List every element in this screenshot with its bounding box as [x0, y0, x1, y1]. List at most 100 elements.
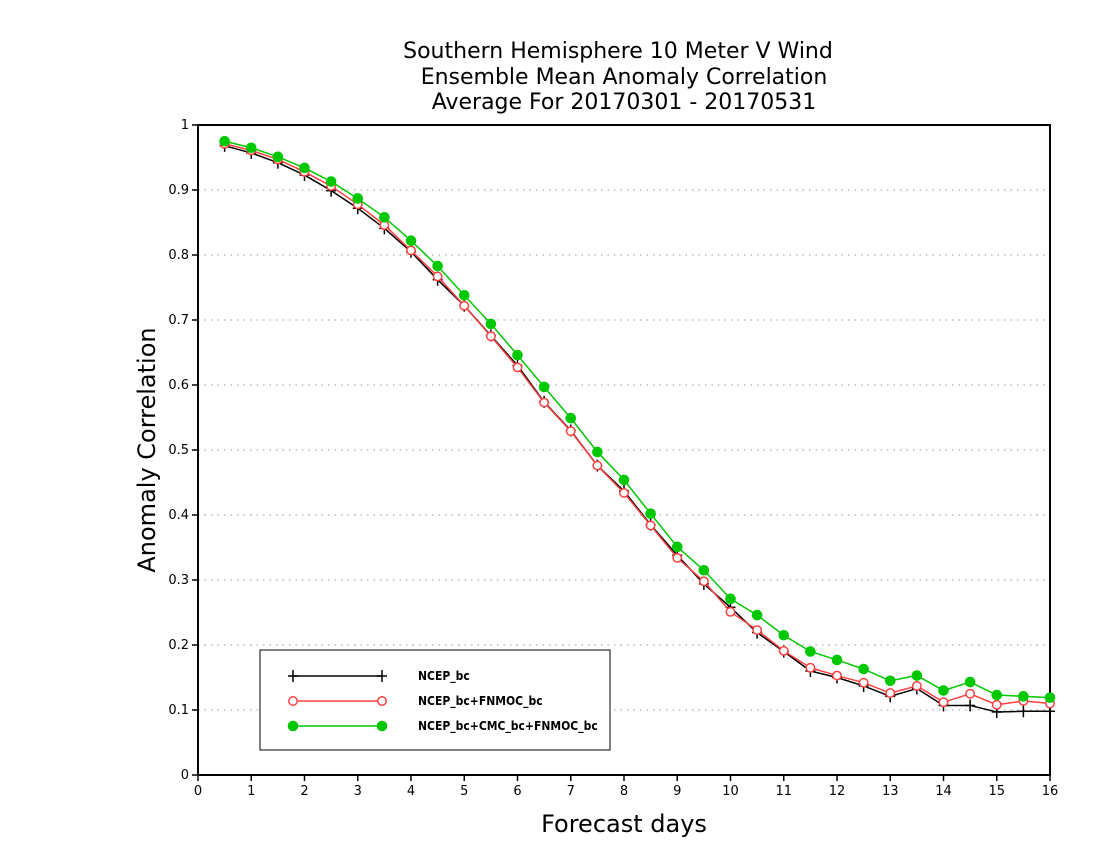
x-tick-label-1: 1 — [247, 784, 255, 799]
y-tick-label-9: 0.9 — [168, 183, 189, 198]
y-axis-label: Anomaly Correlation — [133, 327, 161, 572]
series-2-point-24 — [858, 663, 869, 675]
x-tick-label-12: 12 — [829, 784, 846, 799]
series-2-point-2 — [272, 151, 284, 163]
chart-title-line-2: Ensemble Mean Anomaly Correlation — [421, 65, 828, 90]
series-1-point-26 — [911, 681, 922, 691]
series-1-point-13 — [565, 426, 576, 437]
y-tick-label-10: 1 — [181, 118, 189, 133]
series-1-point-8 — [432, 271, 443, 282]
x-tick-label-16: 16 — [1042, 784, 1059, 799]
x-tick-label-2: 2 — [300, 784, 308, 799]
chart-title-line-3: Average For 20170301 - 20170531 — [432, 90, 817, 115]
series-1-point-17 — [672, 552, 683, 563]
series-2-point-30 — [1018, 691, 1029, 702]
x-tick-label-15: 15 — [988, 784, 1005, 799]
series-2-point-26 — [911, 670, 923, 681]
series-2-point-13 — [565, 412, 577, 424]
grid-lines — [198, 189, 1050, 711]
series-2-point-31 — [1044, 692, 1056, 703]
legend-entry-2: NCEP_bc+CMC_bc+FNMOC_bc — [287, 719, 598, 734]
legend-label-2: NCEP_bc+CMC_bc+FNMOC_bc — [418, 719, 598, 734]
series-0 — [219, 139, 1055, 718]
series-2-point-4 — [325, 176, 337, 187]
series-2-point-10 — [485, 318, 497, 330]
series-2 — [219, 135, 1056, 703]
series-1-point-16 — [645, 520, 656, 531]
series-2-point-9 — [458, 290, 470, 301]
y-tick-label-7: 0.7 — [168, 313, 189, 328]
x-tick-label-8: 8 — [620, 784, 628, 799]
y-tick-label-6: 0.6 — [168, 378, 189, 393]
x-tick-label-6: 6 — [513, 784, 521, 799]
legend-label-1: NCEP_bc+FNMOC_bc — [418, 694, 543, 709]
series-1-point-27 — [938, 697, 949, 708]
series-1-point-10 — [485, 331, 496, 342]
series-2-point-15 — [618, 474, 630, 486]
legend-entry-0: NCEP_bc — [288, 669, 470, 684]
series-1-point-28 — [965, 688, 976, 699]
series-2-point-23 — [831, 654, 843, 666]
series-1-point-24 — [858, 677, 869, 688]
y-tick-label-8: 0.8 — [168, 248, 189, 263]
y-tick-label-4: 0.4 — [168, 508, 189, 523]
legend-marker-right-2 — [376, 720, 388, 732]
series-2-point-11 — [512, 349, 523, 361]
series-1-point-14 — [592, 460, 603, 471]
x-tick-label-0: 0 — [194, 784, 202, 799]
legend-marker-left-1 — [288, 696, 298, 706]
legend-entry-1: NCEP_bc+FNMOC_bc — [288, 694, 543, 709]
series-1-point-7 — [406, 245, 416, 256]
legend-marker-right-0 — [377, 670, 387, 682]
series-2-point-25 — [884, 675, 896, 687]
series-1-point-18 — [698, 576, 709, 587]
series-2-point-6 — [379, 212, 390, 223]
x-tick-label-4: 4 — [407, 784, 415, 799]
series-2-point-29 — [991, 689, 1003, 701]
series-1-point-29 — [991, 699, 1002, 710]
series-1-point-22 — [805, 662, 816, 673]
series-1-point-12 — [539, 397, 550, 408]
series-2-point-28 — [964, 676, 976, 688]
series-1-point-25 — [885, 688, 896, 699]
series-2-point-7 — [405, 235, 417, 246]
series-2-point-21 — [778, 629, 790, 641]
series-2-point-18 — [698, 564, 710, 576]
legend: NCEP_bc NCEP_bc+FNMOC_bc NCEP_bc+CMC_bc+FN… — [259, 649, 611, 751]
x-tick-label-14: 14 — [935, 784, 952, 799]
series-2-point-14 — [592, 446, 603, 458]
chart-title: Southern Hemisphere 10 Meter V Wind Ense… — [403, 39, 833, 115]
series-2-point-0 — [219, 135, 230, 147]
y-tick-label-1: 0.1 — [168, 703, 189, 718]
axis-ticks: 00.10.20.30.40.50.60.70.80.910 1 2 3 4 5 6 7 8 9 1… — [168, 118, 1058, 799]
series-1-point-11 — [512, 362, 523, 373]
series-1-point-23 — [832, 670, 842, 681]
series-2-point-22 — [805, 646, 816, 657]
series-0-point-30 — [1018, 705, 1029, 718]
x-tick-label-10: 10 — [722, 784, 739, 799]
x-tick-label-9: 9 — [673, 784, 681, 799]
series-2-point-5 — [352, 193, 364, 204]
series-2-point-1 — [245, 142, 257, 154]
chart-title-line-1: Southern Hemisphere 10 Meter V Wind — [403, 39, 833, 64]
series-2-point-12 — [538, 381, 550, 393]
legend-marker-left-0 — [288, 670, 298, 682]
series-1-point-20 — [752, 625, 763, 635]
series-2-point-8 — [432, 260, 443, 272]
y-tick-label-2: 0.2 — [168, 638, 189, 653]
series-2-point-20 — [751, 609, 763, 621]
x-axis-label: Forecast days — [541, 810, 707, 838]
series-2-point-17 — [671, 541, 683, 553]
series-0-line — [224, 145, 1050, 713]
series-1-point-15 — [619, 487, 629, 498]
series-2-line — [224, 140, 1051, 699]
x-tick-label-5: 5 — [460, 784, 468, 799]
x-tick-label-11: 11 — [775, 784, 792, 799]
y-tick-label-0: 0 — [181, 768, 189, 783]
series-2-point-27 — [938, 685, 949, 696]
y-tick-label-3: 0.3 — [168, 573, 189, 588]
legend-marker-right-1 — [377, 696, 387, 706]
series-0-point-28 — [965, 699, 976, 712]
